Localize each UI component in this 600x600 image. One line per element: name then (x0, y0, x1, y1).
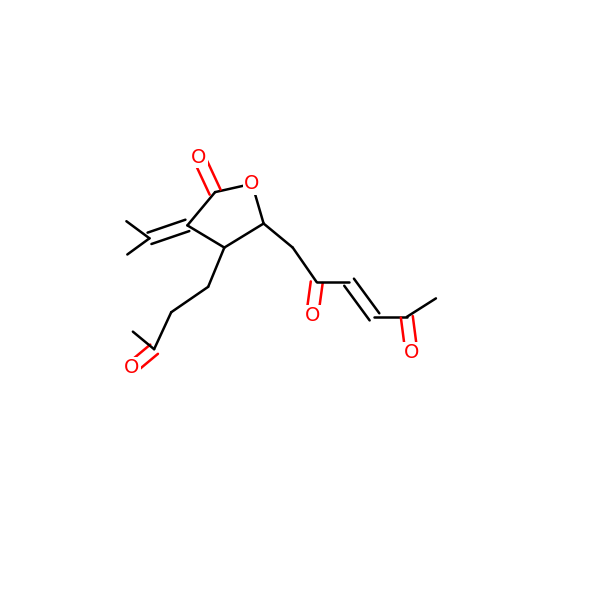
Text: O: O (124, 358, 140, 377)
Text: O: O (244, 175, 260, 193)
Text: O: O (304, 307, 320, 325)
Text: O: O (191, 148, 206, 167)
Text: O: O (404, 343, 419, 362)
